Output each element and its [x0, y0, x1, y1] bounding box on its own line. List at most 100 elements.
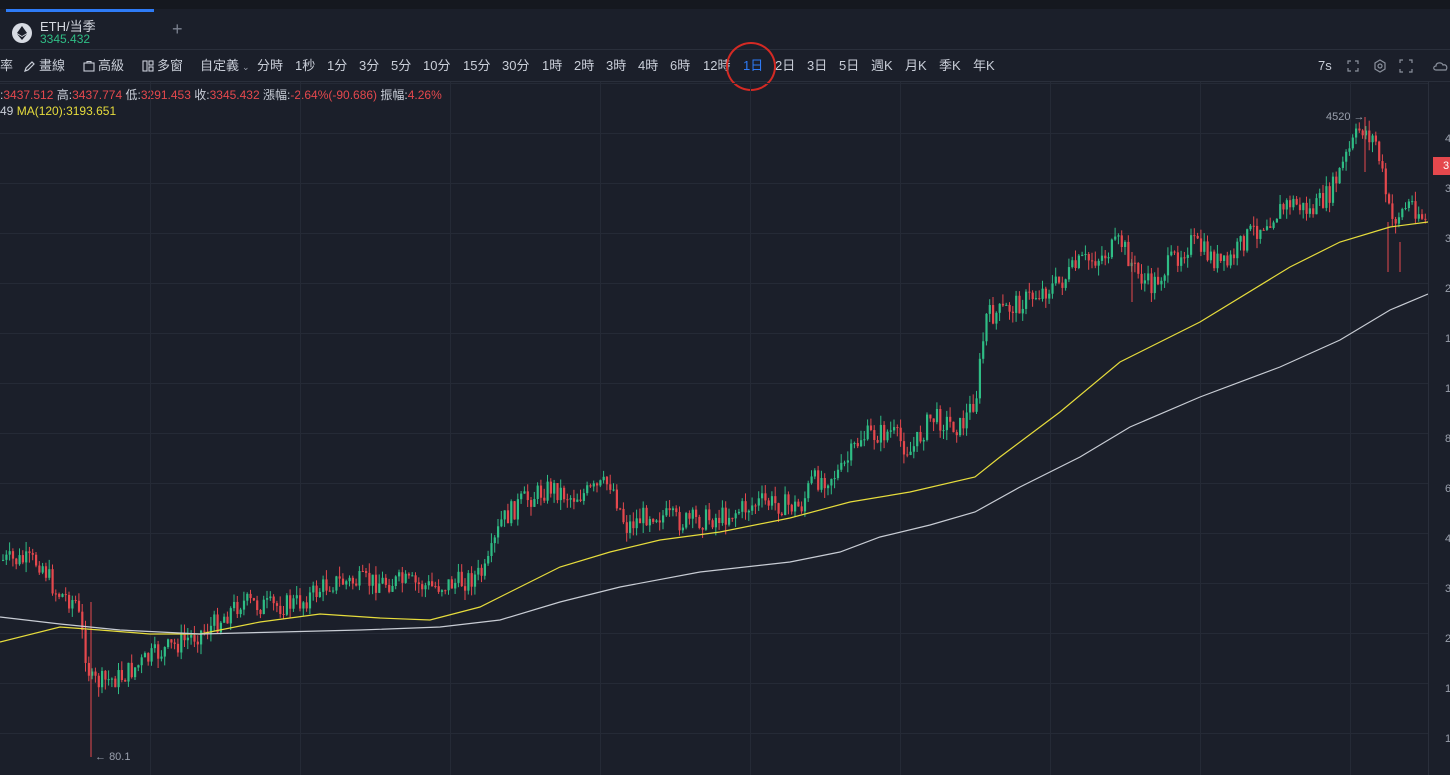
candle-body [1203, 241, 1206, 252]
candle-body [8, 551, 11, 555]
candle-body [2, 559, 5, 561]
candle-body [853, 443, 856, 445]
ma-label: MA(120): [16, 104, 67, 118]
change-label: 漲幅: [263, 88, 291, 102]
chevron-down-icon: ⌄ [242, 62, 250, 72]
y-tick-label: 3 [1445, 233, 1450, 245]
candle-body [299, 595, 302, 609]
toolbar-draw-button[interactable]: 畫線 [24, 58, 65, 74]
candle-body [411, 575, 414, 577]
candle-body [252, 598, 255, 601]
interval-2d[interactable]: 2日 [775, 58, 796, 73]
candle-body [1305, 202, 1308, 214]
candle-body [447, 579, 450, 591]
candle-body [226, 616, 229, 624]
candle-body [665, 508, 668, 516]
toolbar-item-rate[interactable]: 率 [0, 58, 14, 73]
candle-body [1180, 257, 1183, 266]
tab-eth-quarterly[interactable]: ETH/当季 3345.432 [0, 9, 154, 50]
candle-body [794, 501, 797, 512]
candle-body [328, 590, 331, 592]
interval-month[interactable]: 月K [905, 58, 927, 73]
toolbar-custom-dropdown[interactable]: 自定義 ⌄ [200, 58, 250, 75]
settings-icon[interactable] [1373, 59, 1387, 73]
candle-body [216, 614, 219, 633]
candle-body [615, 489, 618, 509]
fullscreen-icon[interactable] [1399, 59, 1413, 73]
candle-body [61, 594, 64, 597]
candle-body [497, 526, 500, 538]
low-value: 3291.453 [140, 88, 191, 102]
interval-timeline[interactable]: 分時 [257, 58, 284, 73]
candle-body [1289, 200, 1292, 208]
interval-3m[interactable]: 3分 [359, 58, 380, 73]
y-tick-label: 4 [1445, 133, 1450, 145]
interval-quarter[interactable]: 季K [939, 58, 961, 73]
candle-body [1147, 273, 1150, 281]
interval-15m[interactable]: 15分 [463, 58, 491, 73]
interval-4h[interactable]: 4時 [638, 58, 659, 73]
interval-3d[interactable]: 3日 [807, 58, 828, 73]
interval-12h[interactable]: 12時 [703, 58, 731, 73]
candle-body [302, 602, 305, 609]
toolbar: 率 畫線 高級 多窗 自定義 ⌄ 分時 1秒 1分 3分 5分 10分 15分 3… [0, 51, 1450, 82]
candlestick-chart[interactable] [0, 82, 1428, 775]
cloud-icon[interactable] [1432, 59, 1450, 73]
candle-body [1087, 254, 1090, 261]
window-top-strip [0, 0, 1450, 9]
candle-body [1226, 255, 1229, 266]
candle-body [1407, 201, 1410, 209]
toolbar-advanced-button[interactable]: 高級 [83, 58, 124, 74]
candle-body [322, 579, 325, 592]
toolbar-multiwindow-button[interactable]: 多窗 [142, 58, 183, 74]
interval-6h[interactable]: 6時 [670, 58, 691, 73]
interval-1m[interactable]: 1分 [327, 58, 348, 73]
candle-body [975, 398, 978, 412]
candle-body [1381, 161, 1384, 169]
candle-body [480, 567, 483, 576]
candle-body [1081, 254, 1084, 256]
candle-body [777, 503, 780, 514]
candle-body [269, 596, 272, 599]
price-axis[interactable]: 4 3 3 2 1 1 8 6 4 3 2 1 1 [1428, 82, 1450, 775]
interval-1s[interactable]: 1秒 [295, 58, 316, 73]
candle-body [163, 647, 166, 657]
interval-5d[interactable]: 5日 [839, 58, 860, 73]
interval-5m[interactable]: 5分 [391, 58, 412, 73]
candle-body [596, 483, 599, 486]
candle-body [259, 609, 262, 615]
candle-body [483, 563, 486, 576]
candle-body [74, 600, 77, 602]
add-tab-button[interactable]: + [172, 19, 183, 39]
screenshot-icon[interactable] [1346, 59, 1360, 73]
refresh-countdown[interactable]: 7s [1318, 58, 1332, 73]
interval-2h[interactable]: 2時 [574, 58, 595, 73]
candle-body [645, 507, 648, 526]
interval-week[interactable]: 週K [871, 58, 893, 73]
candle-body [873, 430, 876, 441]
candle-body [1005, 304, 1008, 306]
change-value: -2.64%(-90.686) [290, 88, 378, 102]
candle-body [1031, 292, 1034, 300]
candle-body [1097, 260, 1100, 266]
candle-body [256, 600, 259, 610]
candle-body [800, 506, 803, 512]
interval-year[interactable]: 年K [973, 58, 995, 73]
candle-body [176, 643, 180, 653]
interval-1h[interactable]: 1時 [542, 58, 563, 73]
candle-body [955, 432, 958, 436]
ma-value: 3193.651 [66, 104, 117, 118]
candle-body [1107, 257, 1110, 259]
candle-body [289, 595, 292, 609]
candle-body [1282, 204, 1285, 210]
toolbar-draw-label: 畫線 [39, 58, 66, 73]
candle-body [1048, 293, 1051, 299]
candle-body [599, 480, 602, 486]
candle-body [457, 571, 460, 583]
candle-body [266, 598, 269, 600]
candle-body [124, 679, 127, 682]
interval-30m[interactable]: 30分 [502, 58, 530, 73]
interval-10m[interactable]: 10分 [423, 58, 451, 73]
interval-3h[interactable]: 3時 [606, 58, 627, 73]
candle-body [437, 586, 440, 592]
